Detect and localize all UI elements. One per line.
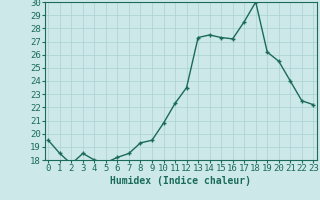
X-axis label: Humidex (Indice chaleur): Humidex (Indice chaleur) (110, 176, 251, 186)
